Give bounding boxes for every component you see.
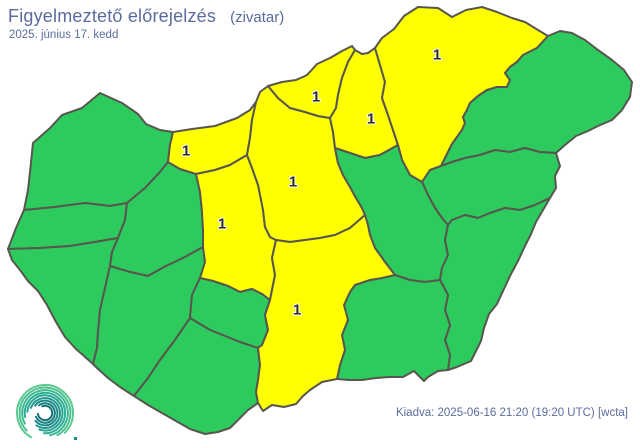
- warning-level-label-fejer: 1: [218, 216, 226, 233]
- county-bekes: [439, 197, 551, 371]
- logo-spiral-arc: [34, 399, 59, 427]
- county-bacs-kiskun: [255, 214, 396, 412]
- logo-spiral-arc: [36, 404, 54, 422]
- warning-level-label-borsod-abauj-zemplen: 1: [433, 47, 441, 64]
- warning-level-label-nograd: 1: [312, 89, 320, 106]
- header: Figyelmeztető előrejelzés (zivatar): [8, 6, 284, 27]
- page-title-warning-type: (zivatar): [230, 9, 285, 26]
- warning-level-label-pest: 1: [289, 174, 297, 191]
- logo-dot: [74, 437, 77, 440]
- county-csongrad-csanad: [336, 274, 451, 382]
- logo-spiral-arc: [23, 391, 67, 435]
- county-baranya: [133, 317, 261, 435]
- logo-spiral-arc: [26, 394, 64, 432]
- logo-spiral-arc: [35, 402, 56, 424]
- issued-timestamp-label: Kiadva: 2025-06-16 21:20 (19:20 UTC) [wc…: [395, 407, 628, 419]
- warning-level-label-bacs-kiskun: 1: [293, 302, 301, 319]
- logo-spiral-arc: [18, 386, 72, 437]
- page-title: Figyelmeztető előrejelzés: [8, 6, 217, 26]
- forecast-date-label: 2025. június 17. kedd: [9, 29, 119, 41]
- hungaromet-spiral-logo: [16, 383, 77, 440]
- logo-spiral-arc: [21, 389, 69, 437]
- logo-spiral-arc: [16, 383, 75, 439]
- warning-level-label-heves: 1: [367, 111, 375, 128]
- logo-spiral-arc: [29, 397, 61, 430]
- warning-level-label-komarom-esztergom: 1: [182, 143, 190, 160]
